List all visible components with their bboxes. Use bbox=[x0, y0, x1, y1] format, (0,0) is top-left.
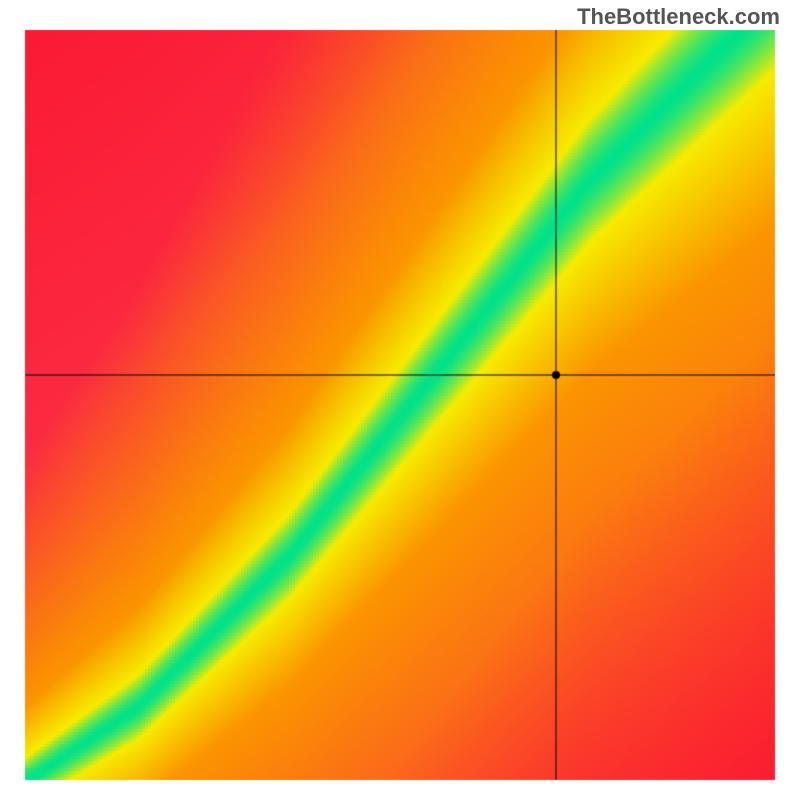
watermark-text: TheBottleneck.com bbox=[577, 4, 780, 30]
bottleneck-heatmap bbox=[0, 0, 800, 800]
